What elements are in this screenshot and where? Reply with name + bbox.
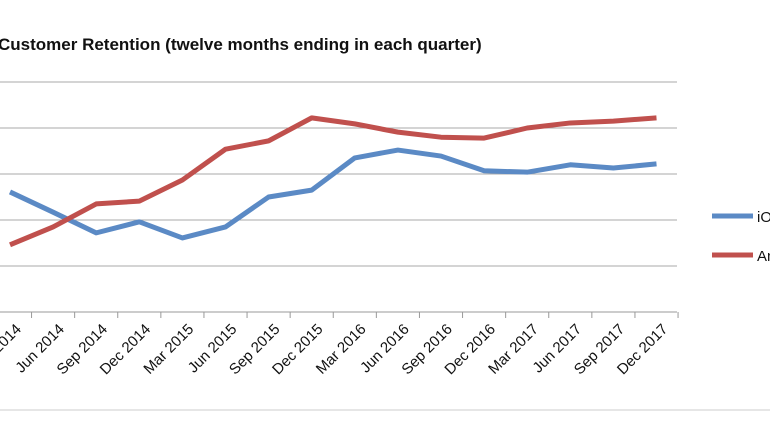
chart-title: Customer Retention (twelve months ending… (0, 35, 482, 54)
line-series (8, 147, 657, 241)
legend-label: iOS (757, 209, 770, 226)
line-series (9, 115, 657, 248)
legend-label: Android (757, 248, 770, 265)
